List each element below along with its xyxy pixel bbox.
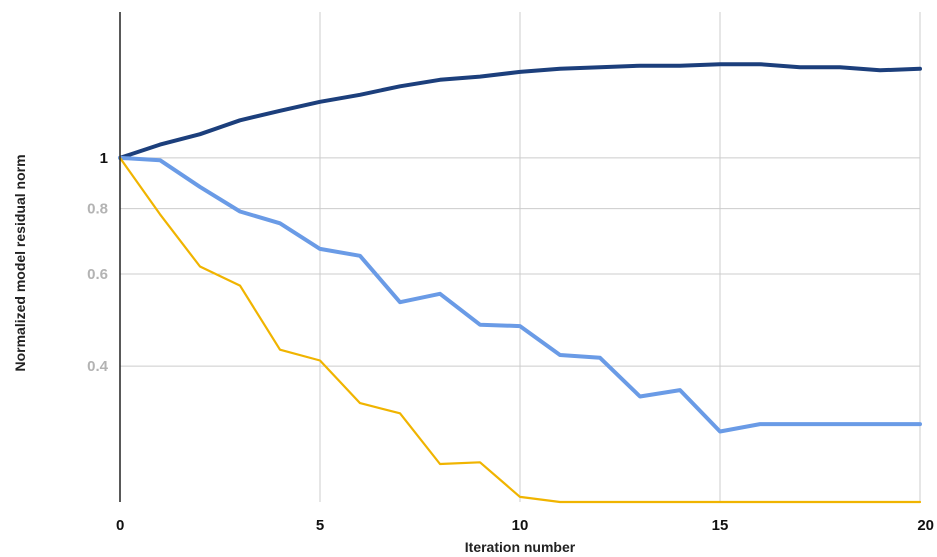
x-tick-label: 5 bbox=[316, 517, 324, 534]
x-axis-title: Iteration number bbox=[465, 539, 576, 555]
x-tick-label: 0 bbox=[116, 517, 124, 534]
series-line-2 bbox=[118, 155, 922, 434]
y-axis-title: Normalized model residual norm bbox=[12, 154, 28, 371]
x-tick-label: 10 bbox=[512, 517, 529, 534]
y-tick-label: 1 bbox=[100, 150, 108, 167]
y-tick-label: 0.4 bbox=[87, 358, 109, 375]
x-tick-label: 15 bbox=[712, 517, 729, 534]
series-line-3 bbox=[118, 156, 922, 504]
y-tick-label: 0.6 bbox=[87, 266, 108, 283]
x-tick-label: 20 bbox=[917, 517, 934, 534]
y-tick-labels: 0.4 0.6 0.8 1 bbox=[87, 150, 109, 375]
y-tick-label: 0.8 bbox=[87, 201, 108, 218]
x-tick-labels: 0 5 10 15 20 bbox=[116, 517, 934, 534]
gridlines bbox=[120, 12, 921, 502]
series-lines bbox=[118, 62, 922, 504]
series-line-1 bbox=[118, 62, 922, 160]
